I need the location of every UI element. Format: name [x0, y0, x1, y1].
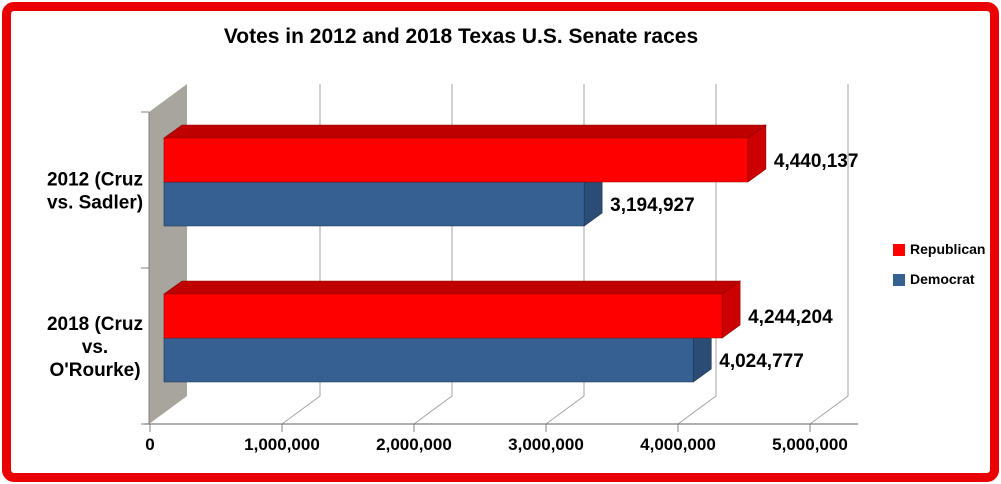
bar-republican-2012: [163, 137, 749, 183]
x-tick-label-5: 5,000,000: [772, 435, 848, 454]
chart-title: Votes in 2012 and 2018 Texas U.S. Senate…: [223, 25, 699, 48]
gridline-5: [809, 84, 849, 425]
bar-top-republican-2018: [163, 280, 742, 295]
gridline-4: [677, 84, 717, 425]
value-label-republican-2018: 4,244,204: [748, 307, 833, 328]
category-label-1-line-1: vs.: [82, 337, 108, 358]
category-label-0-line-1: vs. Sadler): [47, 193, 143, 214]
legend-label-democrat: Democrat: [910, 271, 975, 287]
x-tick-label-3: 3,000,000: [508, 435, 584, 454]
bar-democrat-2012: [163, 181, 585, 227]
bar-democrat-2018: [163, 337, 694, 383]
category-label-1-line-2: O'Rourke): [49, 360, 140, 381]
value-label-democrat-2012: 3,194,927: [610, 195, 695, 216]
value-label-republican-2012: 4,440,137: [774, 151, 859, 172]
x-tick-label-4: 4,000,000: [640, 435, 716, 454]
category-label-0-line-0: 2012 (Cruz: [47, 170, 143, 191]
bar-republican-2018: [163, 293, 723, 339]
legend-swatch-democrat: [893, 273, 905, 286]
bar-top-republican-2012: [163, 124, 767, 139]
legend-item-democrat: Democrat: [893, 271, 985, 287]
category-label-1-line-0: 2018 (Cruz: [47, 314, 143, 335]
legend-label-republican: Republican: [910, 241, 986, 257]
x-tick-label-0: 0: [145, 435, 154, 454]
x-tick-label-1: 1,000,000: [244, 435, 320, 454]
legend-swatch-republican: [893, 243, 905, 256]
legend-item-republican: Republican: [893, 241, 986, 257]
x-tick-label-2: 2,000,000: [376, 435, 452, 454]
value-label-democrat-2018: 4,024,777: [719, 351, 804, 372]
legend: Republican Democrat: [893, 241, 986, 287]
